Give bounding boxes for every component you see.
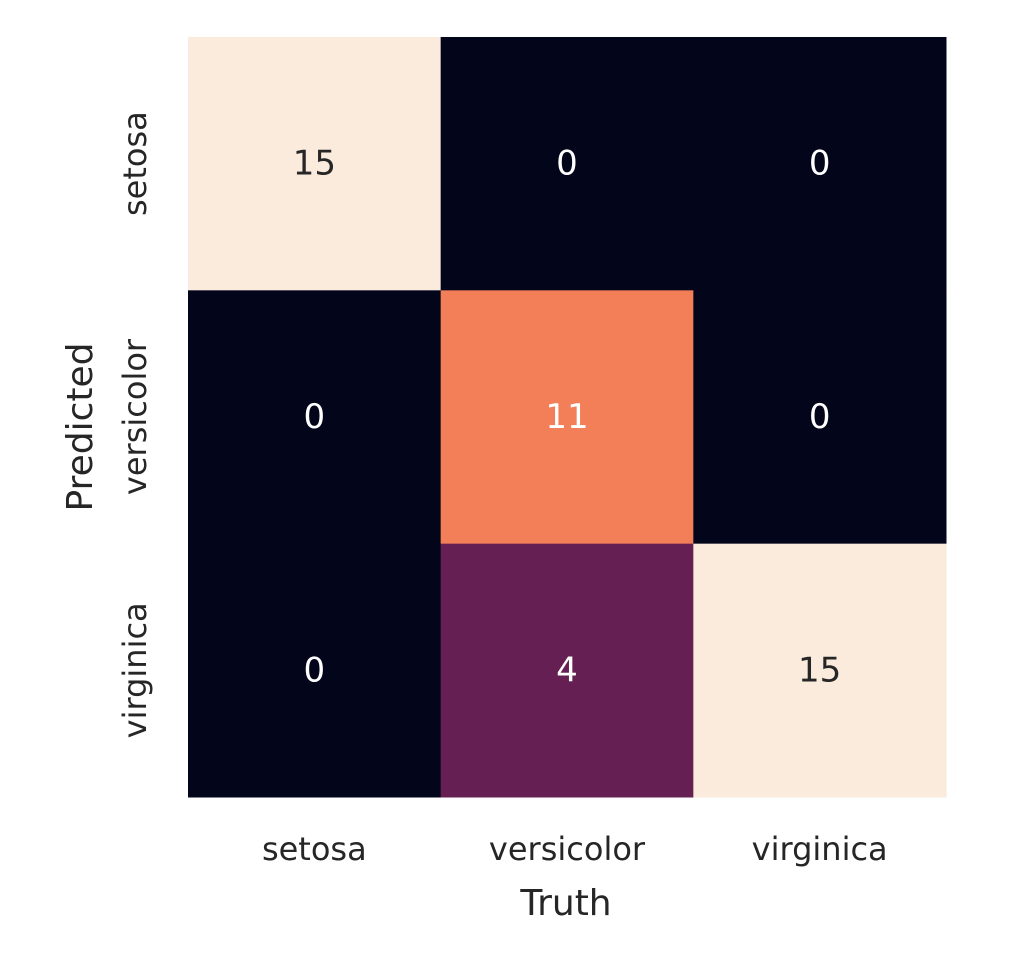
y-tick-label: setosa [116, 111, 154, 216]
cell-value-label: 0 [556, 144, 578, 184]
cell-value-label: 0 [809, 397, 831, 437]
heatmap-cell [440, 37, 694, 291]
heatmap-cell [693, 290, 947, 545]
cell-value-label: 0 [304, 397, 326, 437]
heatmap-cells [188, 37, 947, 798]
heatmap-cell [440, 290, 694, 545]
y-tick-labels: setosa versicolor virginica [116, 111, 154, 738]
heatmap-cell [440, 543, 694, 798]
heatmap-cell [188, 543, 442, 798]
cell-value-label: 15 [293, 144, 336, 184]
heatmap-cell [188, 37, 442, 291]
cell-value-label: 11 [545, 397, 588, 437]
heatmap-cell-labels: 15 0 0 0 11 0 0 4 15 [293, 144, 842, 691]
y-tick-label: versicolor [116, 338, 154, 495]
y-axis-label: Predicted [60, 343, 101, 512]
cell-value-label: 0 [304, 650, 326, 690]
heatmap-cell [693, 543, 947, 798]
cell-value-label: 4 [556, 650, 578, 690]
x-axis-label: Truth [519, 883, 611, 924]
y-tick-label: virginica [116, 602, 154, 738]
x-tick-label: versicolor [489, 830, 646, 868]
heatmap-cell [693, 37, 947, 291]
heatmap-cell [188, 290, 442, 545]
x-tick-labels: setosa versicolor virginica [262, 830, 888, 868]
cell-value-label: 15 [798, 650, 841, 690]
x-tick-label: virginica [752, 830, 888, 868]
cell-value-label: 0 [809, 144, 831, 184]
x-tick-label: setosa [262, 830, 367, 868]
